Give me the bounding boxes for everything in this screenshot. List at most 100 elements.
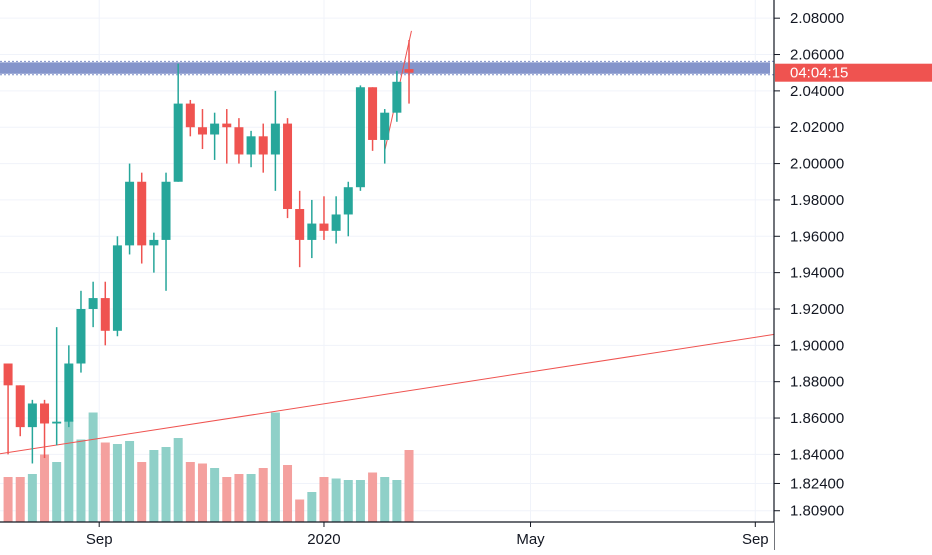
candle-body	[222, 123, 232, 128]
price-tick-label: 2.08000	[790, 10, 844, 27]
volume-bar	[64, 420, 74, 522]
volume-bar	[27, 474, 37, 522]
volume-bar	[52, 462, 62, 522]
price-tick-label: 2.06000	[790, 47, 844, 64]
volume-bar	[295, 499, 305, 522]
candle	[258, 123, 268, 173]
volume-bar	[100, 442, 110, 522]
candle	[355, 85, 365, 191]
candle	[64, 345, 74, 428]
volume-bar	[270, 412, 280, 522]
time-tick-label: 2020	[307, 531, 340, 548]
candle-body	[307, 223, 317, 240]
trendline-1[interactable]	[0, 332, 786, 455]
price-tick-label: 1.98000	[790, 192, 844, 209]
price-tick-label: 1.90000	[790, 337, 844, 354]
candle-body	[27, 403, 37, 428]
volume-bar	[112, 444, 122, 522]
volume-bar	[234, 474, 244, 522]
candle-body	[88, 298, 98, 309]
candle	[40, 399, 50, 459]
candle-body	[283, 123, 293, 210]
volume-bar	[125, 441, 135, 522]
candle-body	[137, 181, 147, 246]
volume-bar	[319, 477, 329, 522]
candle	[27, 399, 37, 464]
volume-bar	[331, 478, 341, 522]
candle	[149, 232, 159, 273]
candle	[270, 90, 280, 191]
candle-body	[295, 209, 305, 240]
volume-bar	[76, 439, 86, 522]
candle	[331, 196, 341, 244]
candle-body	[173, 103, 183, 182]
candle	[392, 70, 402, 122]
candle	[112, 236, 122, 337]
candle-body	[331, 214, 341, 231]
candle	[234, 118, 244, 164]
price-tick-label: 1.86000	[790, 410, 844, 427]
volume-bar	[197, 463, 207, 522]
candle-body	[76, 308, 86, 364]
volume-bar	[3, 477, 13, 522]
candle	[380, 109, 390, 164]
countdown-label: 04:04:15	[790, 65, 848, 82]
volume-bar	[222, 477, 232, 522]
candle-body	[355, 87, 365, 188]
volume-bar	[137, 462, 147, 522]
resistance-zone[interactable]	[0, 60, 774, 76]
volume-bar	[258, 468, 268, 522]
volume-bar	[40, 454, 50, 522]
candle-body	[380, 112, 390, 140]
candle	[222, 109, 232, 164]
time-axis-background	[0, 522, 774, 550]
volume-bar	[380, 477, 390, 522]
candle-body	[258, 136, 268, 155]
candle-body	[319, 223, 329, 231]
candle-body	[3, 363, 13, 386]
candle	[307, 199, 317, 259]
price-tick-label: 2.02000	[790, 119, 844, 136]
candle-body	[392, 81, 402, 113]
time-tick-label: Sep	[86, 531, 113, 548]
candle-body	[270, 123, 280, 155]
candle	[404, 39, 414, 104]
volume-bar	[173, 438, 183, 522]
candle	[100, 281, 110, 346]
candle	[76, 290, 86, 373]
price-tag: 04:04:15	[775, 63, 932, 82]
candle-body	[210, 123, 220, 135]
candle-body	[100, 298, 110, 331]
candle-body	[234, 127, 244, 155]
volume-bars	[3, 412, 414, 522]
volume-bar	[149, 450, 159, 522]
price-axis-background	[774, 0, 932, 550]
candle-body	[404, 69, 414, 73]
candle-body	[149, 239, 159, 246]
time-tick-label: May	[516, 531, 545, 548]
candle	[246, 130, 256, 168]
candle	[161, 172, 171, 291]
volume-bar	[392, 480, 402, 522]
price-tick-label: 1.88000	[790, 374, 844, 391]
candle	[3, 363, 13, 455]
candles	[3, 39, 414, 464]
price-tick-label: 1.96000	[790, 228, 844, 245]
last-price-tag	[775, 63, 932, 82]
candle-body	[368, 87, 378, 140]
volume-bar	[307, 492, 317, 522]
candle-body	[40, 403, 50, 424]
zone-rectangle[interactable]	[0, 62, 770, 74]
candle	[343, 181, 353, 237]
candle-body	[15, 385, 25, 428]
candle	[185, 99, 195, 137]
candle	[137, 172, 147, 264]
candle	[125, 163, 135, 255]
candle	[295, 190, 305, 268]
candle	[15, 385, 25, 437]
volume-bar	[368, 472, 378, 522]
candle-body	[246, 136, 256, 155]
